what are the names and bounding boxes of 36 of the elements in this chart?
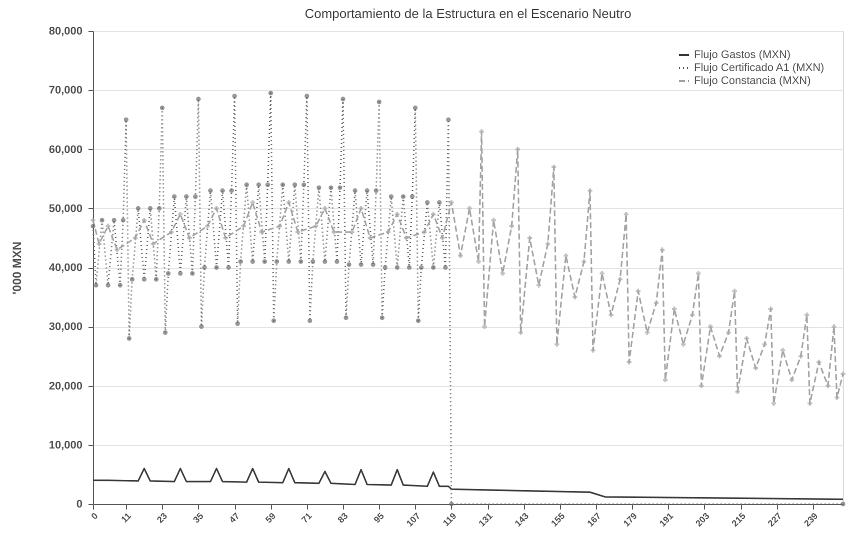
x-tick-label: 215 bbox=[730, 510, 748, 528]
x-tick-label: 59 bbox=[263, 510, 278, 525]
line-series bbox=[92, 468, 844, 500]
x-tick-label: 119 bbox=[440, 510, 458, 528]
x-tick-label: 179 bbox=[621, 510, 640, 528]
x-tick-label: 11 bbox=[119, 510, 133, 525]
y-tick-label: 60,000 bbox=[48, 144, 82, 156]
y-tick-label: 80,000 bbox=[48, 26, 82, 38]
y-tick-label: 0 bbox=[76, 498, 82, 510]
y-tick-label: 50,000 bbox=[48, 202, 82, 215]
x-tick-label: 71 bbox=[300, 510, 314, 525]
y-tick-label: 70,000 bbox=[48, 84, 82, 97]
x-tick-label: 107 bbox=[404, 510, 422, 528]
x-tick-label: 47 bbox=[227, 510, 242, 525]
x-tick-label: 203 bbox=[694, 510, 712, 528]
x-tick-label: 227 bbox=[766, 510, 784, 528]
legend-label: Flujo Gastos (MXN) bbox=[694, 49, 791, 61]
x-tick-label: 143 bbox=[512, 510, 531, 528]
x-tick-label: 23 bbox=[154, 510, 170, 525]
y-axis-title: '000 MXN bbox=[10, 242, 24, 294]
legend-label: Flujo Certificado A1 (MXN) bbox=[694, 62, 824, 74]
legend-label: Flujo Constancia (MXN) bbox=[694, 75, 811, 87]
x-tick-label: 83 bbox=[336, 510, 350, 525]
x-tick-label: 131 bbox=[476, 510, 494, 528]
y-tick-label: 40,000 bbox=[48, 262, 82, 274]
x-tick-label: 191 bbox=[657, 510, 676, 528]
x-tick-label: 155 bbox=[549, 510, 567, 528]
x-tick-label: 167 bbox=[585, 510, 603, 528]
x-tick-label: 95 bbox=[372, 510, 386, 525]
x-tick-label: 0 bbox=[89, 510, 100, 522]
x-tick-label: 239 bbox=[802, 510, 820, 528]
x-tick-label: 35 bbox=[191, 510, 206, 525]
y-tick-label: 30,000 bbox=[48, 321, 82, 334]
y-tick-label: 10,000 bbox=[48, 439, 82, 452]
chart-title: Comportamiento de la Estructura en el Escenario Neutro bbox=[304, 6, 632, 21]
y-tick-label: 20,000 bbox=[48, 380, 82, 392]
